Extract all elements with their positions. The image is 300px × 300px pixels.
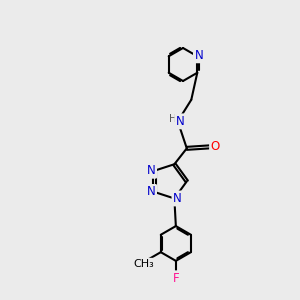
- Text: CH₃: CH₃: [134, 259, 154, 269]
- Text: N: N: [147, 185, 156, 198]
- Text: O: O: [211, 140, 220, 153]
- Text: F: F: [172, 272, 179, 285]
- Text: H: H: [169, 114, 176, 124]
- Text: N: N: [176, 115, 184, 128]
- Text: N: N: [173, 192, 182, 205]
- Text: N: N: [147, 164, 156, 177]
- Text: N: N: [194, 49, 203, 62]
